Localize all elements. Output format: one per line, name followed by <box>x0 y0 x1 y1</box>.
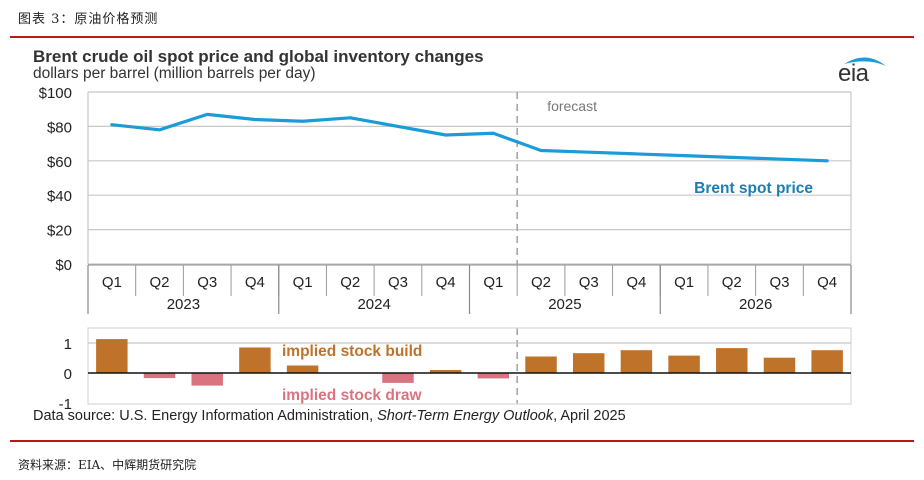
price-y-tick-label: $20 <box>47 223 72 240</box>
inventory-bar <box>572 353 605 373</box>
inventory-bar <box>96 339 128 373</box>
bar-gridlines <box>87 327 852 405</box>
inventory-bar <box>477 373 510 379</box>
eia-logo-arc-icon <box>844 57 886 66</box>
price-y-tick-label: $40 <box>47 188 72 205</box>
quarter-tick-label: Q2 <box>340 274 360 291</box>
stock-draw-label: implied stock draw <box>282 387 422 404</box>
quarter-tick-label: Q3 <box>197 274 217 291</box>
forecast-label: forecast <box>547 98 597 114</box>
price-y-tick-label: $80 <box>47 119 72 136</box>
price-y-axis-ticks: $0 $20 $40 $60 $80 $100 <box>39 85 72 274</box>
brent-series-label: Brent spot price <box>694 180 813 197</box>
quarter-tick-label: Q1 <box>674 274 694 291</box>
inventory-bar <box>763 357 796 373</box>
chart-canvas: $0$20$40$60$80$100 Q1 Q2 Q3 Q4 Q1 Q2 Q3 Q4 Q1 Q2 Q… <box>39 85 852 413</box>
data-source-prefix: Data source: U.S. Energy Information Adm… <box>33 408 378 424</box>
quarter-tick-label: Q1 <box>483 274 503 291</box>
x-axis-categories: Q1 Q2 Q3 Q4 Q1 Q2 Q3 Q4 Q1 Q2 Q3 Q4 Q1 Q2 Q3 Q4 2023 2024… <box>87 264 852 314</box>
inventory-bar <box>143 373 176 379</box>
inventory-bar <box>191 373 223 386</box>
price-y-tick-label: $100 <box>39 85 72 102</box>
inventory-bar <box>668 355 700 373</box>
quarter-tick-label: Q1 <box>102 274 122 291</box>
inventory-bar <box>429 370 462 373</box>
data-source-publication: Short-Term Energy Outlook <box>377 408 554 424</box>
quarter-tick-label: Q3 <box>769 274 789 291</box>
year-tick-label: 2025 <box>548 296 581 313</box>
source-note: 资料来源：EIA、中辉期货研究院 <box>18 458 197 472</box>
quarter-tick-label: Q4 <box>436 274 456 291</box>
inventory-bar <box>525 356 557 373</box>
inventory-bar <box>620 350 653 373</box>
year-tick-label: 2026 <box>739 296 772 313</box>
quarter-tick-label: Q3 <box>579 274 599 291</box>
bar-y-tick-label: 1 <box>64 336 72 353</box>
quarter-tick-label: Q4 <box>245 274 265 291</box>
inventory-bars <box>88 339 851 386</box>
quarter-tick-label: Q2 <box>150 274 170 291</box>
stock-build-label: implied stock build <box>282 343 422 360</box>
eia-logo: eia <box>838 52 890 87</box>
price-series <box>110 112 829 163</box>
quarter-tick-label: Q1 <box>293 274 313 291</box>
bottom-rule <box>10 440 914 442</box>
top-rule <box>10 36 914 38</box>
bar-annotations: implied stock build implied stock draw <box>282 343 422 404</box>
bar-y-tick-label: -1 <box>59 396 72 413</box>
eia-logo-text: eia <box>838 60 869 87</box>
price-labels: Brent spot price <box>694 180 813 197</box>
quarter-tick-label: Q2 <box>722 274 742 291</box>
inventory-bar <box>811 350 843 373</box>
inventory-bar <box>716 348 748 373</box>
price-plot-frame <box>87 92 852 264</box>
price-y-tick-label: $0 <box>55 257 72 274</box>
quarter-tick-label: Q2 <box>531 274 551 291</box>
year-tick-label: 2024 <box>357 296 390 313</box>
brent-price-line <box>110 112 829 163</box>
bar-y-axis-ticks: -1 0 1 <box>59 336 72 413</box>
inventory-bar <box>286 365 319 373</box>
quarter-tick-label: Q4 <box>626 274 646 291</box>
quarter-tick-label: Q4 <box>817 274 837 291</box>
bar-y-tick-label: 0 <box>64 366 72 383</box>
year-tick-label: 2023 <box>167 296 200 313</box>
inventory-bar <box>382 373 414 383</box>
quarter-tick-label: Q3 <box>388 274 408 291</box>
forecast-divider: forecast <box>516 92 597 404</box>
inventory-bar <box>239 347 271 373</box>
price-y-tick-label: $60 <box>47 154 72 171</box>
chart-title: Brent crude oil spot price and global in… <box>33 47 484 66</box>
chart-subtitle: dollars per barrel (million barrels per … <box>33 65 316 82</box>
bar-plot-frame <box>87 327 852 405</box>
data-source: Data source: U.S. Energy Information Adm… <box>33 408 626 424</box>
price-gridlines <box>88 91 851 265</box>
data-source-suffix: , April 2025 <box>553 408 626 424</box>
figure-caption: 图表 3：原油价格预测 <box>18 12 159 27</box>
